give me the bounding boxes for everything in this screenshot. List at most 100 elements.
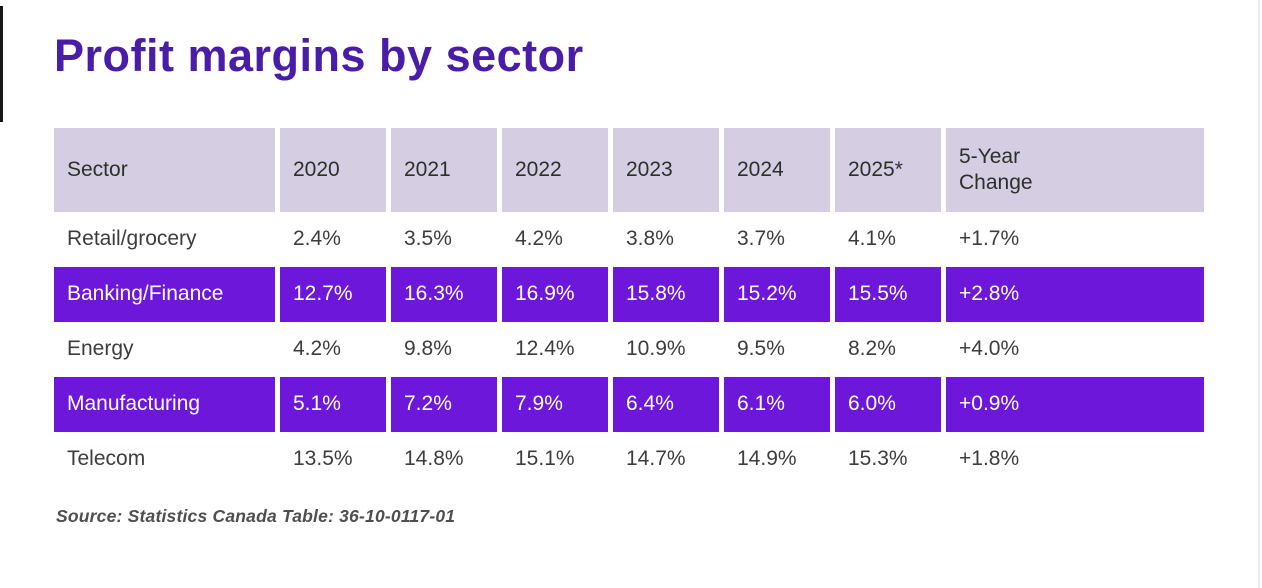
column-header-label: 2024 — [737, 157, 784, 181]
column-header: 2020 — [280, 128, 391, 212]
page-title: Profit margins by sector — [54, 30, 584, 81]
row-sector: Retail/grocery — [54, 212, 280, 267]
column-header-label: Sector — [67, 157, 128, 181]
table-cell: 12.4% — [502, 322, 613, 377]
column-header-label: 2021 — [404, 157, 451, 181]
table-cell: 14.9% — [724, 432, 835, 487]
table-cell: 8.2% — [835, 322, 946, 377]
table-cell: 9.5% — [724, 322, 835, 377]
source-note: Source: Statistics Canada Table: 36-10-0… — [56, 506, 456, 526]
table-cell-label: 15.1% — [515, 447, 575, 471]
table-cell: +4.0% — [946, 322, 1204, 377]
column-header: 5-Year Change — [946, 128, 1204, 212]
table-cell-label: 15.3% — [848, 447, 908, 471]
left-edge-mark — [0, 6, 3, 122]
table-cell-label: 14.7% — [626, 447, 686, 471]
table-cell-label: 14.8% — [404, 447, 464, 471]
table-cell-label: 7.9% — [515, 392, 563, 416]
table-cell: 16.3% — [391, 267, 502, 322]
table-cell: 15.8% — [613, 267, 724, 322]
table-cell-label: 2.4% — [293, 227, 341, 251]
row-sector: Manufacturing — [54, 377, 280, 432]
table-cell-label: +0.9% — [959, 392, 1020, 416]
table-cell-label: +1.7% — [959, 227, 1020, 251]
table-cell-label: 3.8% — [626, 227, 674, 251]
table-cell-label: 9.5% — [737, 337, 785, 361]
table-cell-label: 12.4% — [515, 337, 575, 361]
column-header: Sector — [54, 128, 280, 212]
row-sector: Energy — [54, 322, 280, 377]
table-cell-label: 8.2% — [848, 337, 896, 361]
table-cell: 5.1% — [280, 377, 391, 432]
table-cell-label: 10.9% — [626, 337, 686, 361]
table-cell: 10.9% — [613, 322, 724, 377]
row-sector-label: Banking/Finance — [67, 282, 224, 306]
column-header-label: 2025* — [848, 157, 903, 181]
table-cell: 16.9% — [502, 267, 613, 322]
column-header: 2023 — [613, 128, 724, 212]
table-cell-label: +2.8% — [959, 282, 1020, 306]
table-cell-label: 4.2% — [293, 337, 341, 361]
table-cell: +0.9% — [946, 377, 1204, 432]
table-cell-label: 16.9% — [515, 282, 575, 306]
column-header-label: 5-Year Change — [959, 144, 1033, 194]
table-cell-label: 16.3% — [404, 282, 464, 306]
row-sector: Banking/Finance — [54, 267, 280, 322]
table-cell: 3.7% — [724, 212, 835, 267]
right-edge-line — [1258, 0, 1260, 588]
table-cell-label: 15.5% — [848, 282, 908, 306]
table-cell: 9.8% — [391, 322, 502, 377]
table-cell-label: +4.0% — [959, 337, 1020, 361]
table-cell: 3.8% — [613, 212, 724, 267]
column-header-label: 2022 — [515, 157, 562, 181]
table-cell-label: 6.0% — [848, 392, 896, 416]
table-cell-label: 5.1% — [293, 392, 341, 416]
table-cell-label: 7.2% — [404, 392, 452, 416]
table-cell-label: 15.2% — [737, 282, 797, 306]
table-cell-label: 15.8% — [626, 282, 686, 306]
table-cell: +2.8% — [946, 267, 1204, 322]
table-cell: 6.0% — [835, 377, 946, 432]
table-cell: 15.5% — [835, 267, 946, 322]
table-cell: 4.1% — [835, 212, 946, 267]
column-header: 2022 — [502, 128, 613, 212]
table-cell: 14.8% — [391, 432, 502, 487]
table-cell-label: 4.2% — [515, 227, 563, 251]
row-sector-label: Retail/grocery — [67, 227, 197, 251]
row-sector-label: Manufacturing — [67, 392, 201, 416]
table-cell: 3.5% — [391, 212, 502, 267]
table-cell-label: 6.1% — [737, 392, 785, 416]
table-cell-label: 13.5% — [293, 447, 353, 471]
table-cell: 4.2% — [502, 212, 613, 267]
table-cell-label: 12.7% — [293, 282, 353, 306]
table-cell: +1.7% — [946, 212, 1204, 267]
table-cell: 7.2% — [391, 377, 502, 432]
column-header: 2024 — [724, 128, 835, 212]
profit-margins-table: Sector 2020 2021 2022 2023 2024 2025* 5-Year Ch… — [54, 128, 1204, 487]
table-cell: 13.5% — [280, 432, 391, 487]
table-cell: 4.2% — [280, 322, 391, 377]
table-cell: 6.1% — [724, 377, 835, 432]
table-cell-label: 14.9% — [737, 447, 797, 471]
table-cell: 14.7% — [613, 432, 724, 487]
table-cell: 15.3% — [835, 432, 946, 487]
table-cell-label: +1.8% — [959, 447, 1020, 471]
table-cell-label: 3.5% — [404, 227, 452, 251]
table-cell-label: 3.7% — [737, 227, 785, 251]
table-cell-label: 9.8% — [404, 337, 452, 361]
table-cell: 15.2% — [724, 267, 835, 322]
table-cell: 7.9% — [502, 377, 613, 432]
table-cell: 15.1% — [502, 432, 613, 487]
table-cell: 6.4% — [613, 377, 724, 432]
column-header-label: 2023 — [626, 157, 673, 181]
column-header-label: 2020 — [293, 157, 340, 181]
table-cell: 12.7% — [280, 267, 391, 322]
column-header: 2025* — [835, 128, 946, 212]
table-cell: 2.4% — [280, 212, 391, 267]
table-cell-label: 6.4% — [626, 392, 674, 416]
table-cell-label: 4.1% — [848, 227, 896, 251]
row-sector-label: Telecom — [67, 447, 146, 471]
column-header: 2021 — [391, 128, 502, 212]
row-sector-label: Energy — [67, 337, 134, 361]
table-cell: +1.8% — [946, 432, 1204, 487]
